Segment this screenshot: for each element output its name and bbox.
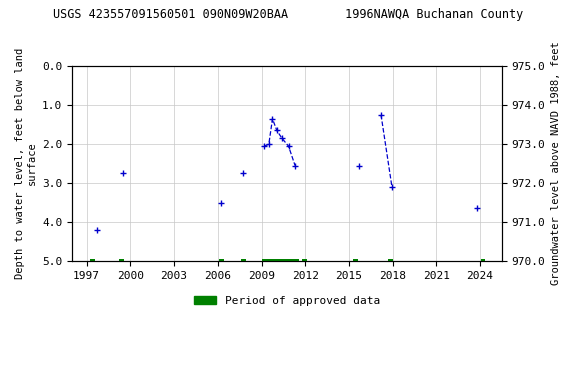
Point [92,227,101,233]
Y-axis label: Depth to water level, feet below land
surface: Depth to water level, feet below land su… [15,48,37,279]
Point [264,141,274,147]
Legend: Period of approved data: Period of approved data [190,291,385,310]
Point [260,143,269,149]
Point [272,127,282,134]
Y-axis label: Groundwater level above NAVD 1988, feet: Groundwater level above NAVD 1988, feet [551,42,561,285]
Point [268,116,277,122]
Point [119,170,128,176]
Point [290,162,300,169]
Point [387,184,396,190]
Text: USGS 423557091560501 090N09W20BAA        1996NAWQA Buchanan County: USGS 423557091560501 090N09W20BAA 1996NA… [53,8,523,21]
Point [217,200,226,206]
Point [238,170,247,176]
Point [355,162,364,169]
Point [284,143,293,149]
Point [277,135,286,141]
Point [472,205,482,212]
Point [377,112,386,118]
